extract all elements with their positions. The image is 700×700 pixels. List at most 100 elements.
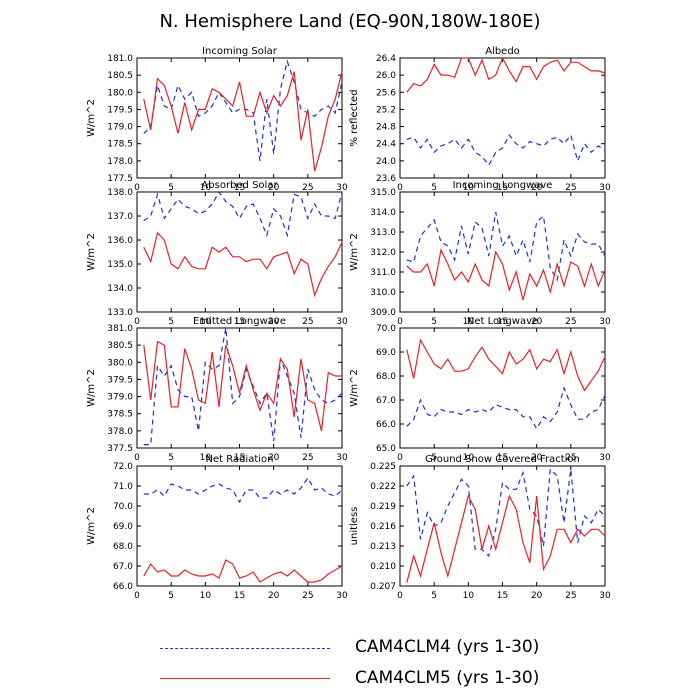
y-tick-label: 72.0 [113,462,133,472]
y-tick-label: 66.0 [113,582,133,592]
x-tick-label: 20 [531,183,543,193]
panel-title: Net Longwave [467,316,538,327]
panel-title: Incoming Longwave [453,180,553,191]
y-tick-label: 133.0 [107,308,133,318]
y-tick-label: 310.0 [370,288,396,298]
x-tick-label: 25 [565,183,576,193]
series-line-cam4clm4 [406,211,606,282]
panel-1: Albedo % reflected 0 5 10 15 20 25 30 23.6 24.0 24.… [349,46,611,193]
x-tick-label: 5 [431,453,437,463]
x-tick-label: 0 [397,591,403,601]
y-tick-label: 0.213 [370,542,396,552]
y-tick-label: 377.5 [107,444,133,454]
y-tick-label: 179.5 [107,105,133,115]
series-line-cam4clm4 [143,476,343,504]
series-line-cam4clm5 [143,559,343,583]
x-tick-label: 15 [234,317,245,327]
series-line-cam4clm5 [143,340,342,432]
y-tick-label: 0.219 [370,502,396,512]
x-tick-label: 5 [168,317,174,327]
y-tick-label: 380.5 [107,341,133,351]
y-axis-label: W/m^2 [86,233,97,271]
x-tick-label: 15 [497,591,508,601]
y-tick-label: 0.222 [370,482,396,492]
series-line-cam4clm4 [406,467,606,558]
x-tick-label: 30 [599,591,611,601]
panel-title: Absorbed Solar [201,180,278,191]
x-tick-label: 25 [565,453,576,463]
panel-4: Emitted Longwave W/m^2 0 5 10 15 20 25 30 377.5 37… [86,316,348,463]
plot-frame [136,57,343,179]
y-tick-label: 67.0 [376,396,396,406]
panel-title: Ground Snow Covered Fraction [425,454,580,465]
panel-title: Incoming Solar [202,46,278,57]
y-axis-label: W/m^2 [86,369,97,407]
x-tick-label: 20 [268,317,280,327]
y-tick-label: 70.0 [376,324,396,334]
y-tick-label: 26.4 [376,54,396,64]
x-tick-label: 0 [397,183,403,193]
x-tick-label: 30 [336,317,348,327]
y-tick-label: 66.0 [376,420,396,430]
x-tick-label: 10 [200,317,212,327]
y-tick-label: 25.6 [376,88,396,98]
series-line-cam4clm4 [143,327,343,446]
y-tick-label: 178.0 [107,157,133,167]
y-tick-label: 137.0 [107,212,133,222]
panel-3: Incoming Longwave W/m^2 0 5 10 15 20 25 30 309.0 3… [349,180,611,327]
panel-title: Emitted Longwave [193,316,286,327]
series-line-cam4clm5 [406,248,606,301]
y-tick-label: 69.0 [113,522,133,532]
x-tick-label: 10 [463,453,475,463]
x-tick-label: 20 [268,591,280,601]
x-tick-label: 30 [599,317,611,327]
y-tick-label: 65.0 [376,444,396,454]
x-tick-label: 5 [431,591,437,601]
x-tick-label: 30 [336,183,348,193]
y-tick-label: 135.0 [107,260,133,270]
y-axis-label: % reflected [349,89,360,146]
y-tick-label: 134.0 [107,284,133,294]
y-tick-label: 67.0 [113,562,133,572]
x-tick-label: 25 [565,317,576,327]
y-tick-label: 138.0 [107,188,133,198]
panel-6: Net Radiation W/m^2 0 5 10 15 20 25 30 66.0 67.0 68… [86,454,348,601]
x-tick-label: 25 [565,591,576,601]
x-tick-label: 10 [200,453,212,463]
x-tick-label: 0 [134,317,140,327]
x-tick-label: 10 [463,591,475,601]
series-line-cam4clm5 [406,338,606,392]
y-tick-label: 136.0 [107,236,133,246]
y-tick-label: 309.0 [370,308,396,318]
y-tick-label: 68.0 [376,372,396,382]
series-line-cam4clm5 [406,494,606,583]
y-tick-label: 181.0 [107,54,133,64]
series-line-cam4clm5 [143,231,343,298]
y-tick-label: 0.216 [370,522,396,532]
legend-label-cam4clm4: CAM4CLM4 (yrs 1-30) [355,637,540,657]
y-tick-label: 381.0 [107,324,133,334]
x-tick-label: 20 [531,591,543,601]
series-line-cam4clm4 [406,133,606,167]
x-tick-label: 10 [200,591,212,601]
y-tick-label: 23.6 [376,174,396,184]
series-line-cam4clm4 [143,59,343,161]
legend-swatch-cam4clm5 [160,678,330,679]
x-tick-label: 0 [134,453,140,463]
series-line-cam4clm5 [143,71,343,172]
x-tick-label: 15 [497,317,508,327]
y-tick-label: 179.0 [107,123,133,133]
legend-swatch-cam4clm4 [160,648,330,649]
y-tick-label: 177.5 [107,174,133,184]
x-tick-label: 30 [599,453,611,463]
y-axis-label: W/m^2 [86,507,97,545]
y-axis-label: W/m^2 [349,369,360,407]
y-tick-label: 24.4 [376,140,396,150]
x-tick-label: 0 [397,453,403,463]
series-line-cam4clm4 [143,190,343,238]
y-tick-label: 380.0 [107,358,133,368]
y-tick-label: 378.0 [107,427,133,437]
x-tick-label: 5 [431,317,437,327]
x-tick-label: 20 [531,317,543,327]
x-tick-label: 5 [168,183,174,193]
